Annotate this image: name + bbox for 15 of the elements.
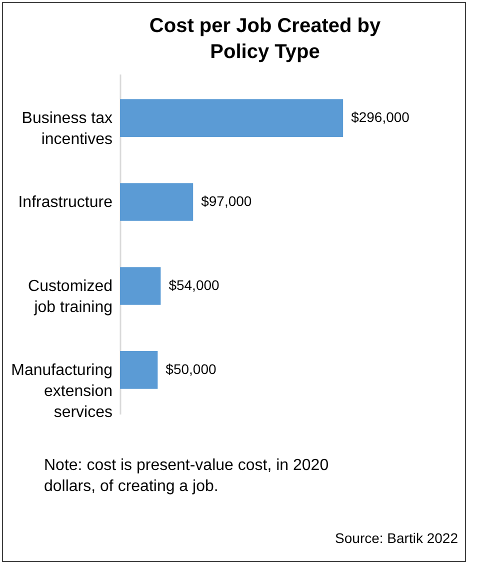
data-label: $97,000 [201,193,252,210]
y-tick-label: Business tax incentives [22,110,112,148]
data-label: $296,000 [351,109,410,126]
chart-title: Cost per Job Created by Policy Type [149,15,382,63]
bar [120,99,344,137]
data-label: $54,000 [168,276,220,293]
bar [120,183,194,221]
y-tick-label: Infrastructure [18,194,113,212]
bar [120,267,161,305]
y-tick-label: Manufacturing extension services [11,362,112,421]
text: Note: cost is present-value cost, in 2020 dollars, of creating a job. [44,456,330,497]
source-note: Source: Bartik 2022 [335,530,458,546]
data-label: $50,000 [166,360,216,377]
y-tick-label: Customized job training [28,278,112,316]
bar [120,351,158,389]
